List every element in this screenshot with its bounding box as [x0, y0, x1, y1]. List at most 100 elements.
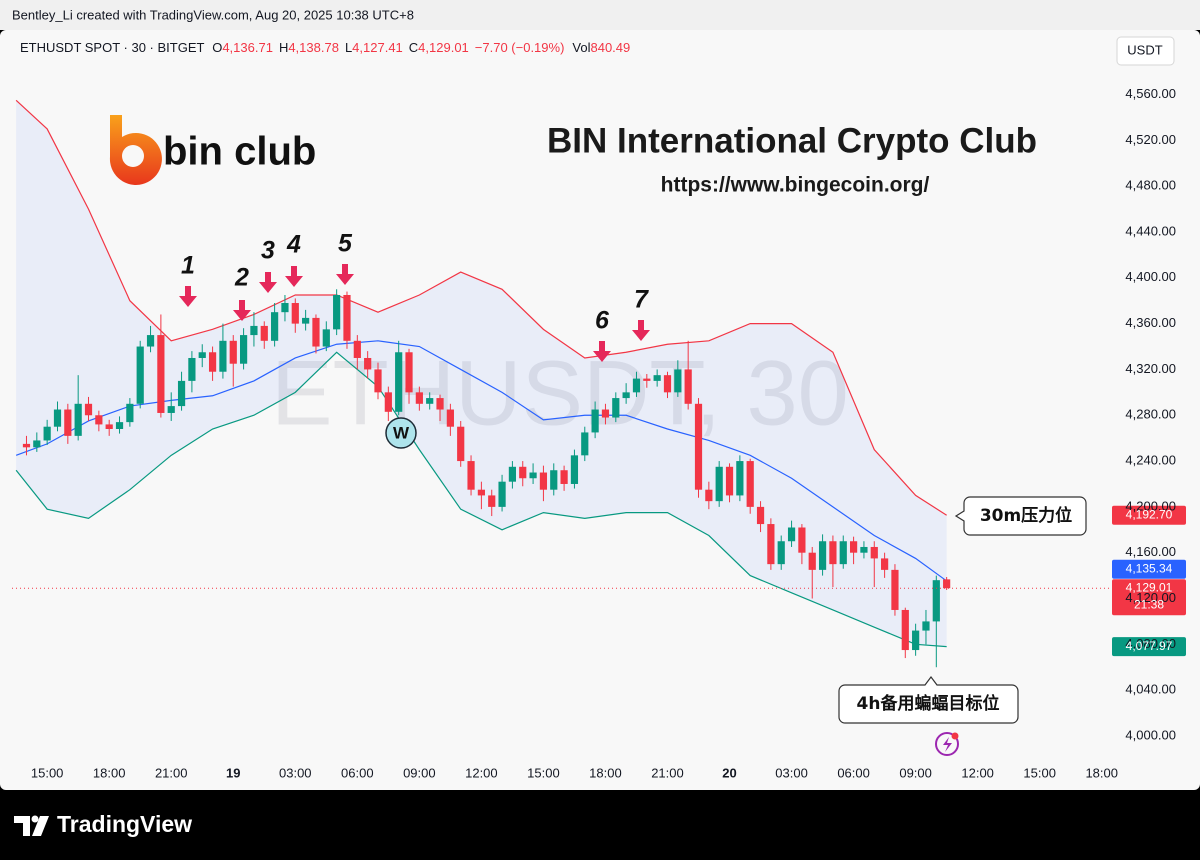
- candle-body: [33, 440, 41, 448]
- legend-value: 4,136.71: [222, 40, 273, 55]
- candle-body: [415, 392, 423, 404]
- annotation-number: 1: [181, 252, 195, 280]
- candle-body: [643, 378, 651, 381]
- candle-body: [477, 489, 485, 496]
- candle-body: [746, 461, 754, 507]
- x-tick-label: 15:00: [527, 765, 560, 780]
- candle-body: [322, 329, 330, 347]
- candle-body: [622, 392, 630, 399]
- x-tick-label: 15:00: [31, 765, 64, 780]
- currency-box[interactable]: [1116, 36, 1175, 66]
- annotation-number: 5: [338, 230, 353, 258]
- annotation-number: 6: [595, 307, 610, 335]
- candle-body: [302, 317, 310, 324]
- annotation-number: 3: [261, 237, 275, 265]
- candle-body: [136, 346, 144, 404]
- candle-body: [612, 398, 620, 418]
- candle-body: [333, 294, 341, 330]
- chart-panel: [0, 30, 1200, 790]
- x-tick-label: 19: [226, 765, 240, 780]
- footer-brand: TradingView: [57, 811, 192, 837]
- tv-logo-dot: [31, 815, 39, 823]
- candle-body: [839, 541, 847, 565]
- candle-body: [198, 352, 206, 358]
- candle-body: [208, 352, 217, 372]
- candle-body: [508, 466, 517, 482]
- y-tick-label: 4,560.00: [1125, 86, 1176, 101]
- candle-body: [725, 466, 734, 496]
- candle-body: [229, 340, 237, 364]
- candle-body: [519, 466, 527, 479]
- legend-key: H: [279, 40, 288, 55]
- candle-body: [157, 335, 165, 413]
- legend-value: 4,127.41: [352, 40, 403, 55]
- candle-body: [95, 415, 103, 425]
- x-tick-label: 03:00: [775, 765, 808, 780]
- candle-body: [177, 380, 186, 407]
- callout-box: [838, 676, 1019, 724]
- x-tick-label: 12:00: [961, 765, 994, 780]
- annotation-number: 4: [286, 231, 301, 259]
- candle-body: [115, 422, 124, 429]
- candle-body: [632, 378, 641, 393]
- alert-dot: [951, 732, 959, 740]
- y-tick-label: 4,280.00: [1125, 407, 1176, 422]
- candle-body: [943, 579, 951, 589]
- banner-url: https://www.bingecoin.org/: [661, 174, 930, 197]
- candle-body: [219, 340, 227, 372]
- x-tick-label: 06:00: [341, 765, 374, 780]
- x-tick-label: 21:00: [155, 765, 188, 780]
- candle-body: [239, 335, 248, 364]
- annotation-arrow: [632, 320, 650, 341]
- legend: ETHUSDT SPOT · 30 · BITGET O4,136.71 H4,13…: [20, 40, 630, 55]
- candle-body: [787, 527, 796, 542]
- legend-value: 4,138.78: [288, 40, 339, 55]
- footer-logo: [14, 815, 49, 836]
- annotation-arrow: [179, 286, 197, 307]
- candle-body: [829, 541, 837, 565]
- symbol-title: ETHUSDT SPOT · 30 · BITGET: [20, 40, 204, 55]
- annotation-number: 2: [234, 264, 249, 292]
- alert-icon: [935, 732, 959, 756]
- candle-body: [674, 369, 682, 393]
- y-tick-label: 4,240.00: [1125, 453, 1176, 468]
- annotation-arrow: [593, 341, 611, 362]
- tv-logo-v: [32, 816, 49, 836]
- pattern-marker: [385, 417, 417, 449]
- candle-body: [353, 340, 361, 358]
- logo-hole: [122, 145, 144, 167]
- candle-body: [498, 481, 506, 507]
- candle-body: [694, 403, 703, 490]
- legend-change: −7.70 (−0.19%): [475, 40, 565, 55]
- candle-body: [705, 489, 713, 502]
- annotation-arrow: [259, 272, 277, 293]
- legend-key: C: [409, 40, 418, 55]
- candle-body: [808, 552, 816, 570]
- y-tick-label: 4,520.00: [1125, 132, 1176, 147]
- currency: USDT: [1127, 42, 1162, 57]
- candle-body: [777, 541, 785, 565]
- price-label: 4,135.34: [1126, 561, 1173, 575]
- legend-value: 840.49: [590, 40, 630, 55]
- alert-bolt: [943, 737, 952, 752]
- candle-body: [395, 352, 403, 412]
- candle-body: [22, 443, 31, 448]
- annotation-number: 7: [634, 286, 649, 314]
- candle-body: [922, 621, 930, 631]
- candle-body: [860, 546, 868, 553]
- x-tick-label: 20: [722, 765, 736, 780]
- top-strip: [0, 0, 1200, 30]
- x-tick-label: 09:00: [899, 765, 932, 780]
- callout-text: 4h备用蝙蝠目标位: [857, 693, 1000, 714]
- y-tick-label: 4,400.00: [1125, 269, 1176, 284]
- candle-body: [539, 472, 548, 490]
- candle-body: [798, 527, 806, 553]
- candle-body: [560, 470, 568, 484]
- candle-body: [167, 406, 175, 413]
- candle-body: [570, 455, 579, 484]
- annotation-arrow: [285, 266, 303, 287]
- candle-body: [881, 558, 889, 570]
- candle-body: [84, 403, 93, 416]
- banner-title: BIN International Crypto Club: [547, 121, 1037, 160]
